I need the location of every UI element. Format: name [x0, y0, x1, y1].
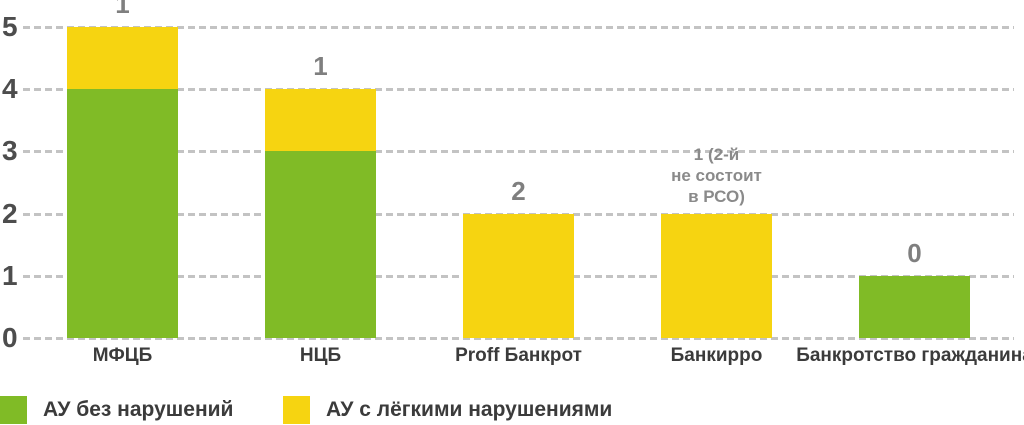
- category-label-3: Proff Банкрот: [455, 345, 582, 366]
- legend-swatch-green: [0, 395, 27, 424]
- bar-value-label-3: 2: [511, 175, 526, 206]
- y-axis-tick-4: 4: [2, 73, 18, 105]
- category-label-5: Банкротство гражданина: [796, 345, 1024, 366]
- bar-value-label-4: 1 (2-й не состоит в РСО): [671, 144, 762, 206]
- gridline-y5: [23, 26, 1014, 29]
- y-axis-tick-0: 0: [2, 322, 18, 353]
- legend-label-2: АУ с лёгкими нарушениями: [326, 398, 613, 421]
- legend-swatch-yellow: [283, 395, 310, 424]
- y-axis-tick-2: 2: [2, 197, 18, 229]
- bar-2-segment-yellow[interactable]: [265, 89, 376, 152]
- gridline-y3: [23, 150, 1014, 154]
- bar-4-segment-yellow[interactable]: [661, 213, 772, 338]
- bar-value-label-2: 1: [313, 51, 328, 82]
- gridline-y4: [23, 88, 1014, 92]
- legend-item-1: АУ без нарушений: [0, 395, 233, 424]
- y-axis-tick-1: 1: [2, 259, 18, 291]
- legend-item-2: АУ с лёгкими нарушениями: [283, 395, 612, 424]
- bar-3-segment-yellow[interactable]: [463, 213, 574, 338]
- bar-value-label-1: 1: [115, 0, 130, 19]
- category-label-2: НЦБ: [299, 345, 342, 366]
- gridline-y0: [23, 337, 1014, 340]
- bar-5-segment-green[interactable]: [859, 275, 970, 338]
- category-label-4: Банкирро: [670, 345, 763, 366]
- bar-value-label-5: 0: [907, 237, 922, 268]
- y-axis-tick-3: 3: [2, 135, 18, 167]
- bar-2-segment-green[interactable]: [265, 151, 376, 338]
- bar-1-segment-green[interactable]: [67, 89, 178, 338]
- bar-1-segment-yellow[interactable]: [67, 27, 178, 90]
- y-axis-tick-5: 5: [2, 11, 18, 42]
- category-label-1: МФЦБ: [92, 345, 153, 366]
- legend-label-1: АУ без нарушений: [43, 398, 234, 421]
